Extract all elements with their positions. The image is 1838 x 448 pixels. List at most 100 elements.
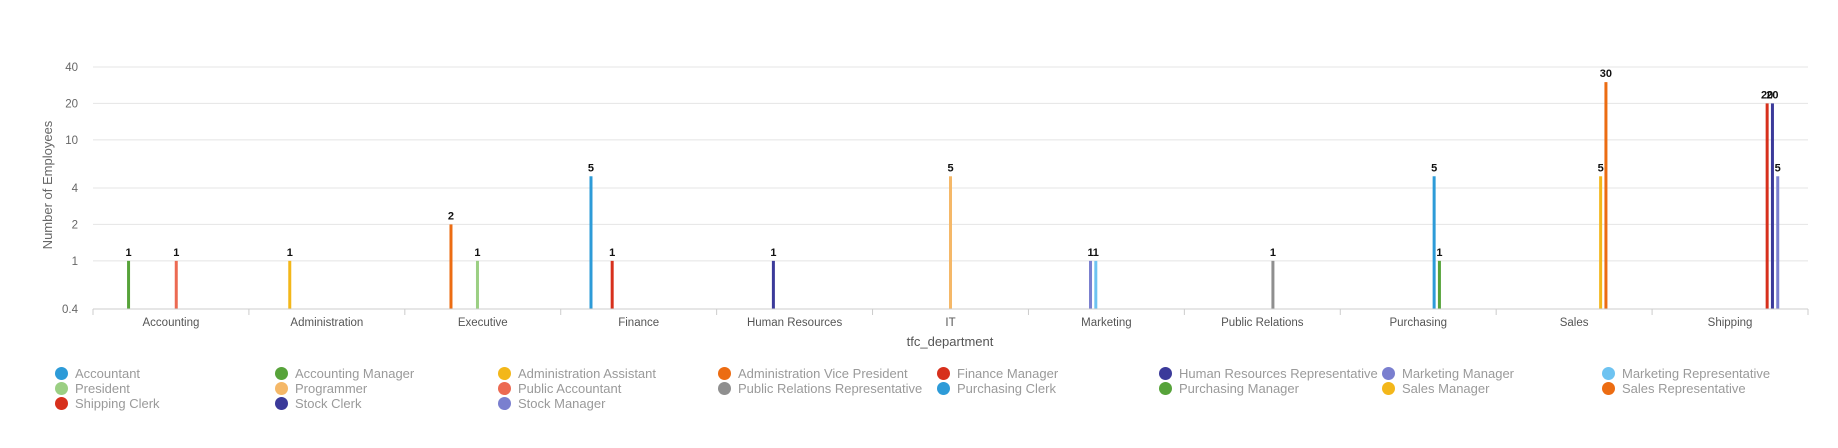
- x-tick-label: Marketing: [1081, 317, 1132, 329]
- y-axis-label: Number of Employees: [40, 120, 55, 249]
- y-tick-label: 0.4: [62, 304, 79, 316]
- legend-item[interactable]: Purchasing Clerk: [937, 381, 1056, 396]
- x-tick-label: Public Relations: [1221, 317, 1304, 329]
- legend-label: Finance Manager: [957, 366, 1059, 381]
- legend-item[interactable]: Purchasing Manager: [1159, 381, 1299, 396]
- bar-data-label: 5: [588, 162, 594, 174]
- legend-item[interactable]: Public Relations Representative: [718, 381, 922, 396]
- bar-data-label: 1: [287, 247, 293, 259]
- bar-data-label: 1: [474, 247, 480, 259]
- x-tick-label: Sales: [1560, 317, 1589, 329]
- bar-data-label: 20: [1766, 89, 1778, 101]
- x-tick-label: Human Resources: [747, 317, 842, 329]
- y-tick-label: 10: [65, 135, 78, 147]
- bar: [449, 224, 453, 309]
- legend-item[interactable]: Marketing Manager: [1382, 366, 1514, 381]
- legend-item[interactable]: Administration Vice President: [718, 366, 908, 381]
- legend-label: Stock Manager: [518, 396, 606, 411]
- bar-data-label: 2: [448, 210, 454, 222]
- bar-data-label: 1: [1436, 247, 1442, 259]
- bar: [1770, 103, 1774, 310]
- legend-label: Sales Representative: [1622, 381, 1746, 396]
- legend-swatch: [1602, 382, 1615, 395]
- bar: [475, 260, 479, 309]
- x-tick-label: Shipping: [1708, 317, 1753, 329]
- bar: [610, 260, 614, 309]
- legend-label: Shipping Clerk: [75, 396, 160, 411]
- legend-swatch: [275, 382, 288, 395]
- bar: [1094, 260, 1098, 309]
- legend-swatch: [1602, 367, 1615, 380]
- x-axis-label: tfc_department: [907, 334, 994, 349]
- bar-data-label: 1: [609, 247, 615, 259]
- bar: [771, 260, 775, 309]
- bar: [1604, 82, 1608, 309]
- bar-data-label: 1: [1270, 247, 1276, 259]
- legend-item[interactable]: Marketing Representative: [1602, 366, 1770, 381]
- legend-swatch: [718, 367, 731, 380]
- legend-label: Public Accountant: [518, 381, 622, 396]
- legend-item[interactable]: Programmer: [275, 381, 367, 396]
- legend-item[interactable]: Accounting Manager: [275, 366, 414, 381]
- legend-label: Sales Manager: [1402, 381, 1490, 396]
- legend-item[interactable]: Stock Clerk: [275, 396, 361, 411]
- bar: [1089, 260, 1093, 309]
- legend-label: Human Resources Representative: [1179, 366, 1378, 381]
- y-tick-label: 4: [72, 183, 79, 195]
- legend-label: Marketing Manager: [1402, 366, 1514, 381]
- bar-data-label: 30: [1600, 68, 1612, 80]
- bar-data-label: 5: [1598, 162, 1604, 174]
- legend-item[interactable]: Human Resources Representative: [1159, 366, 1378, 381]
- legend-swatch: [937, 382, 950, 395]
- bar: [288, 260, 292, 309]
- legend-label: Public Relations Representative: [738, 381, 923, 396]
- x-tick-label: Finance: [618, 317, 659, 329]
- bar-data-label: 5: [947, 162, 953, 174]
- x-tick-label: Executive: [458, 317, 508, 329]
- x-tick-label: IT: [945, 317, 955, 329]
- y-tick-label: 40: [65, 62, 78, 74]
- bar: [127, 260, 131, 309]
- bar-data-label: 1: [1087, 247, 1093, 259]
- legend-item[interactable]: Stock Manager: [498, 396, 605, 411]
- bar-data-label: 5: [1775, 162, 1781, 174]
- legend-item[interactable]: Accountant: [55, 366, 140, 381]
- x-tick-label: Purchasing: [1389, 317, 1447, 329]
- bar-data-label: 20: [1761, 89, 1773, 101]
- legend-label: Accounting Manager: [295, 366, 415, 381]
- legend-swatch: [275, 367, 288, 380]
- legend-swatch: [498, 382, 511, 395]
- y-tick-label: 1: [72, 256, 78, 268]
- legend-item[interactable]: Shipping Clerk: [55, 396, 160, 411]
- bar-data-label: 1: [770, 247, 776, 259]
- legend-item[interactable]: Public Accountant: [498, 381, 621, 396]
- bar: [1765, 103, 1769, 310]
- legend-swatch: [498, 397, 511, 410]
- bar: [949, 176, 952, 309]
- legend-label: President: [75, 381, 130, 396]
- legend-swatch: [55, 367, 68, 380]
- bar-data-label: 1: [125, 247, 131, 259]
- legend-swatch: [1159, 382, 1172, 395]
- legend-label: Programmer: [295, 381, 368, 396]
- y-tick-label: 2: [72, 219, 78, 231]
- legend-swatch: [55, 382, 68, 395]
- legend-item[interactable]: Finance Manager: [937, 366, 1058, 381]
- legend-swatch: [1382, 382, 1395, 395]
- x-tick-label: Administration: [290, 317, 363, 329]
- legend-swatch: [1159, 367, 1172, 380]
- legend-item[interactable]: Administration Assistant: [498, 366, 656, 381]
- legend-label: Purchasing Clerk: [957, 381, 1056, 396]
- bar: [1599, 176, 1603, 309]
- legend-item[interactable]: President: [55, 381, 130, 396]
- legend-item[interactable]: Sales Representative: [1602, 381, 1746, 396]
- legend-swatch: [718, 382, 731, 395]
- legend-label: Administration Assistant: [518, 366, 657, 381]
- legend-label: Stock Clerk: [295, 396, 362, 411]
- bar: [1271, 260, 1275, 309]
- bars-layer: [127, 82, 1780, 310]
- legend-item[interactable]: Sales Manager: [1382, 381, 1489, 396]
- bar: [589, 176, 593, 309]
